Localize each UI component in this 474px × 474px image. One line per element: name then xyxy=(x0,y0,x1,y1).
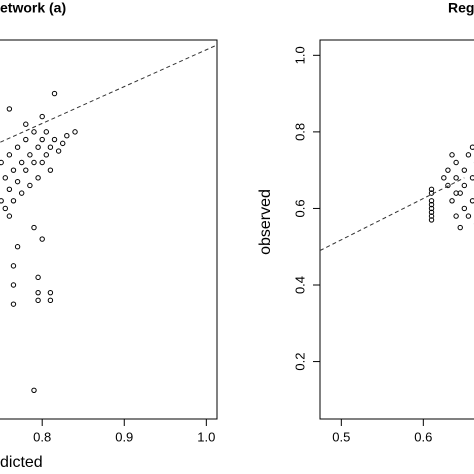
point xyxy=(461,205,468,212)
point xyxy=(428,209,435,215)
point xyxy=(10,167,17,173)
point xyxy=(428,213,435,219)
point xyxy=(428,217,435,223)
point xyxy=(453,213,459,219)
point xyxy=(23,136,29,143)
point xyxy=(72,129,78,135)
point xyxy=(39,136,45,143)
point xyxy=(27,182,33,189)
point xyxy=(453,190,459,196)
point xyxy=(55,148,62,154)
point xyxy=(43,129,50,135)
point xyxy=(445,167,451,173)
point xyxy=(14,244,21,250)
point xyxy=(14,178,21,185)
point xyxy=(31,387,37,393)
y-axis-label: observed xyxy=(257,189,274,255)
x-tick-label: 0.9 xyxy=(115,429,133,444)
x-axis-label: dicted xyxy=(0,454,43,471)
point xyxy=(18,159,25,166)
point xyxy=(469,198,474,204)
point xyxy=(51,136,58,143)
point xyxy=(10,282,17,288)
point xyxy=(23,167,29,173)
x-tick-label: 1.0 xyxy=(197,429,215,444)
point xyxy=(31,224,37,231)
point xyxy=(10,198,17,204)
point xyxy=(465,213,472,219)
y-tick-label: 0.4 xyxy=(292,276,307,294)
point xyxy=(43,152,50,158)
point xyxy=(31,129,37,135)
point xyxy=(35,144,41,150)
plot-frame xyxy=(0,39,218,420)
point xyxy=(428,186,435,193)
point xyxy=(35,274,41,281)
point xyxy=(449,198,455,204)
panel-title: etwork (a) xyxy=(0,0,66,16)
y-tick-label: 0.8 xyxy=(292,123,307,141)
point xyxy=(14,144,21,150)
point xyxy=(10,263,17,269)
point xyxy=(457,224,463,231)
point xyxy=(453,159,459,166)
panel-title: Reg xyxy=(448,0,474,16)
point xyxy=(461,167,468,173)
point xyxy=(461,182,468,189)
point xyxy=(39,159,45,166)
point xyxy=(47,297,54,304)
point xyxy=(428,201,435,208)
x-tick-label: 0.5 xyxy=(332,429,350,444)
y-tick-label: 1.0 xyxy=(292,46,307,64)
x-tick-label: 0.6 xyxy=(414,429,432,444)
point xyxy=(35,175,41,181)
fit-line xyxy=(319,177,465,252)
point xyxy=(35,297,41,304)
point xyxy=(6,213,13,219)
point xyxy=(469,144,474,150)
point xyxy=(465,152,472,158)
point xyxy=(39,113,45,120)
point xyxy=(10,301,17,307)
point xyxy=(39,236,45,242)
point xyxy=(60,140,66,147)
point xyxy=(35,289,41,296)
y-tick-label: 0.6 xyxy=(292,199,307,217)
fit-line xyxy=(0,44,218,143)
point xyxy=(449,152,455,158)
point xyxy=(445,182,451,189)
point xyxy=(0,159,4,166)
point xyxy=(441,175,447,181)
point xyxy=(47,144,54,150)
point xyxy=(2,205,8,212)
point xyxy=(23,121,29,127)
point xyxy=(6,186,13,193)
x-tick-label: 0.8 xyxy=(33,429,51,444)
point xyxy=(18,190,25,196)
point xyxy=(51,90,58,97)
point xyxy=(0,198,4,204)
plot-frame xyxy=(319,39,474,420)
point xyxy=(27,152,33,158)
point xyxy=(64,133,70,139)
point xyxy=(428,198,435,204)
point xyxy=(2,175,8,181)
point xyxy=(47,167,54,173)
point xyxy=(6,152,13,158)
point xyxy=(453,175,459,181)
point xyxy=(31,159,37,166)
point xyxy=(47,289,54,296)
point xyxy=(469,175,474,181)
y-tick-label: 0.2 xyxy=(292,353,307,371)
point xyxy=(428,205,435,212)
point xyxy=(6,106,13,112)
